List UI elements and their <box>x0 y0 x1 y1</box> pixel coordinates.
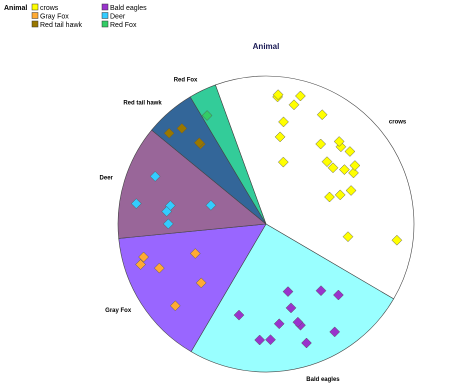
marker-bald-eagles <box>282 286 294 297</box>
marker-bald-eagles <box>265 334 276 346</box>
marker-crows <box>333 136 345 147</box>
marker-red-tail-hawk <box>193 137 205 149</box>
marker-crows <box>324 191 335 203</box>
marker-crows <box>288 99 300 111</box>
marker-bald-eagles <box>333 289 344 301</box>
marker-crows <box>348 167 359 179</box>
marker-bald-eagles <box>315 285 327 297</box>
marker-gray-fox <box>138 251 149 263</box>
legend-swatch-red-tail-hawk <box>31 20 39 28</box>
slice-label-deer: Deer <box>100 176 114 182</box>
slice-deer <box>117 129 267 239</box>
marker-gray-fox <box>189 248 201 259</box>
legend-label-red-fox: Red Fox <box>110 22 137 29</box>
marker-deer <box>130 198 142 209</box>
marker-crows <box>345 185 357 196</box>
marker-gray-fox <box>169 300 181 312</box>
legend-swatch-gray-fox <box>31 12 39 19</box>
marker-deer <box>161 206 173 217</box>
marker-bald-eagles <box>273 318 285 330</box>
marker-crows <box>316 109 328 121</box>
marker-bald-eagles <box>254 334 266 346</box>
legend-swatch-bald-eagles <box>101 3 109 11</box>
marker-crows <box>321 156 333 168</box>
marker-deer <box>205 199 217 211</box>
legend-title: Animal <box>4 5 27 12</box>
legend-label-bald-eagles: Bald eagles <box>110 5 147 12</box>
marker-crows <box>278 116 289 128</box>
slice-crows <box>214 75 415 300</box>
marker-gray-fox <box>135 259 146 270</box>
marker-bald-eagles <box>285 302 297 314</box>
legend: Animal crows Bald eagles Gray Fox Deer Red ta… <box>4 3 147 29</box>
marker-crows <box>315 138 327 150</box>
legend-swatch-crows <box>31 3 39 11</box>
legend-label-crows: crows <box>40 5 59 12</box>
slice-label-red-tail-hawk: Red tail hawk <box>123 101 162 107</box>
marker-crows <box>334 189 346 201</box>
marker-bald-eagles <box>292 316 304 328</box>
marker-crows <box>344 146 356 157</box>
marker-crows <box>272 89 284 101</box>
slice-red-fox <box>189 84 267 225</box>
legend-swatch-deer <box>101 12 109 19</box>
marker-bald-eagles <box>301 337 312 349</box>
marker-deer <box>149 171 161 182</box>
slice-label-red-fox: Red Fox <box>174 78 198 84</box>
legend-label-gray-fox: Gray Fox <box>40 14 69 21</box>
marker-crows <box>277 156 289 168</box>
marker-red-fox <box>201 110 213 121</box>
marker-bald-eagles <box>329 326 341 338</box>
slice-gray-fox <box>118 223 267 353</box>
marker-crows <box>274 131 286 143</box>
marker-crows <box>295 90 306 102</box>
marker-crows <box>349 160 361 171</box>
marker-crows <box>342 231 354 243</box>
legend-label-red-tail-hawk: Red tail hawk <box>40 22 83 29</box>
slice-bald-eagles <box>190 223 395 373</box>
marker-red-tail-hawk <box>176 123 188 134</box>
legend-label-deer: Deer <box>110 14 126 21</box>
slice-label-gray-fox: Gray Fox <box>105 308 132 314</box>
marker-deer <box>162 218 174 230</box>
marker-bald-eagles <box>233 309 245 321</box>
legend-swatch-red-fox <box>101 20 109 28</box>
marker-crows <box>339 164 350 175</box>
chart-title: Animal <box>253 42 280 51</box>
marker-crows <box>391 234 403 246</box>
marker-red-tail-hawk <box>163 127 175 139</box>
slice-label-crows: crows <box>389 120 407 126</box>
marker-gray-fox <box>153 262 165 274</box>
marker-crows <box>327 162 339 174</box>
marker-gray-fox <box>195 277 207 289</box>
slice-label-bald-eagles: Bald eagles <box>306 377 340 383</box>
